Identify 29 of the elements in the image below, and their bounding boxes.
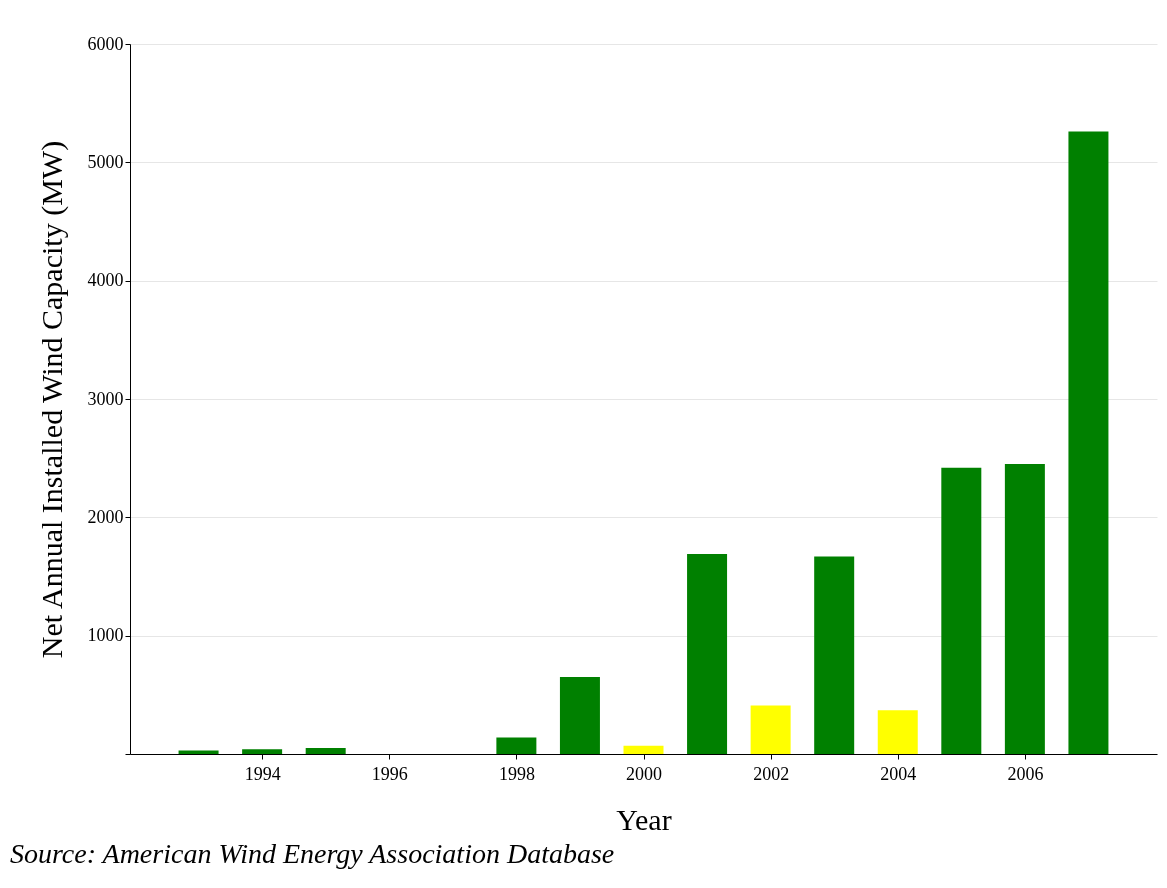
bar: [1068, 131, 1109, 754]
y-tick-label: 2000: [87, 506, 124, 527]
y-tick-label: 3000: [87, 388, 124, 409]
bar: [1004, 464, 1045, 754]
y-axis-title: Net Annual Installed Wind Capacity (MW): [34, 140, 69, 659]
x-tick-label: 2004: [880, 763, 917, 784]
source-note: Source: American Wind Energy Association Database: [10, 838, 615, 869]
y-tick-label: 6000: [87, 33, 124, 54]
x-tick-label: 2002: [753, 763, 790, 784]
bar: [814, 556, 855, 754]
x-tick-label: 1994: [244, 763, 281, 784]
x-axis-title: Year: [616, 802, 672, 836]
bar: [496, 737, 537, 754]
y-tick-label: 4000: [87, 270, 124, 291]
x-tick-label: 1996: [371, 763, 408, 784]
bar: [305, 748, 346, 754]
bar: [623, 745, 664, 754]
x-tick-label: 2006: [1007, 763, 1044, 784]
bar: [687, 554, 728, 754]
x-tick-label: 1998: [498, 763, 535, 784]
bar: [877, 710, 918, 754]
y-tick-label: 1000: [87, 625, 124, 646]
y-tick-label: 5000: [87, 151, 124, 172]
bar: [178, 750, 219, 754]
bar: [242, 749, 283, 754]
bar: [750, 705, 791, 754]
x-tick-label: 2000: [626, 763, 662, 784]
bar: [941, 467, 982, 754]
bar: [559, 677, 600, 754]
